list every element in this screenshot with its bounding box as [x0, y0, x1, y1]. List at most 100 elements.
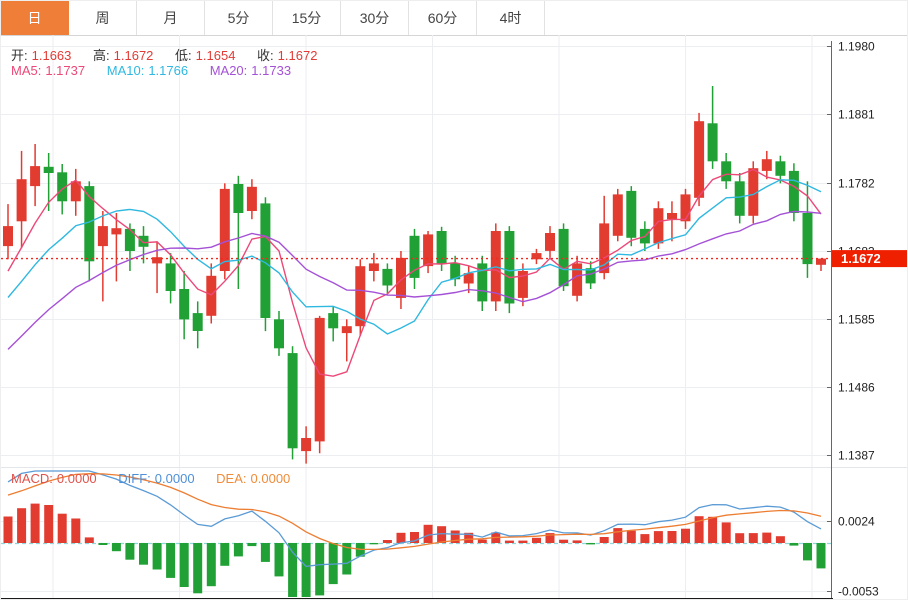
- dea-value: 0.0000: [250, 471, 291, 486]
- candle-body: [721, 161, 732, 182]
- macd-label: MACD:: [11, 471, 53, 486]
- candle-body: [517, 271, 528, 298]
- high-label: 高:: [93, 48, 110, 63]
- candle-body: [396, 257, 406, 298]
- price-axis-label: 1.1782: [838, 177, 875, 191]
- candle-body: [138, 235, 149, 247]
- macd-value: 0.0000: [56, 471, 97, 486]
- candle-body: [3, 226, 13, 247]
- price-axis-label: 1.1387: [838, 449, 875, 463]
- candle-body: [97, 226, 108, 247]
- dea-label: DEA:: [216, 471, 247, 486]
- ma5-line: [7, 168, 822, 377]
- candle-body: [694, 121, 705, 198]
- candle-body: [233, 184, 244, 213]
- macd-histogram-bar: [545, 533, 555, 543]
- macd-histogram-bar: [233, 543, 243, 557]
- macd-histogram-bar: [626, 530, 636, 543]
- candle-body: [206, 275, 217, 316]
- candle-body: [802, 213, 813, 265]
- tab-daily[interactable]: 日: [1, 1, 69, 35]
- macd-histogram-bar: [17, 508, 27, 543]
- tab-30min[interactable]: 30分: [341, 1, 409, 35]
- candle-body: [111, 228, 122, 235]
- candle-body: [761, 159, 772, 171]
- price-axis-label: 1.1881: [838, 108, 875, 122]
- macd-histogram-bar: [98, 543, 108, 545]
- candle-body: [477, 263, 488, 302]
- candle-body: [287, 353, 298, 449]
- macd-histogram-bar: [681, 528, 690, 543]
- candle-body: [43, 166, 54, 173]
- macd-histogram-bar: [586, 543, 596, 545]
- candle-body: [355, 266, 366, 327]
- macd-histogram-bar: [84, 537, 94, 543]
- candle-body: [775, 161, 786, 176]
- candle-body: [707, 123, 718, 162]
- macd-histogram-bar: [369, 543, 379, 545]
- macd-axis-label: -0.0053: [838, 585, 879, 599]
- kline-chart[interactable]: 1.19801.18811.17821.16831.15851.14861.13…: [1, 35, 908, 600]
- candle-body: [585, 268, 596, 284]
- price-axis-label: 1.1980: [838, 40, 875, 54]
- macd-histogram-bar: [179, 543, 189, 587]
- low-value: 1.1654: [195, 48, 236, 63]
- macd-histogram-bar: [3, 516, 13, 543]
- candle-body: [192, 313, 203, 331]
- macd-histogram-bar: [504, 540, 514, 543]
- tab-monthly[interactable]: 月: [137, 1, 205, 35]
- macd-histogram-bar: [775, 536, 785, 543]
- macd-histogram-bar: [599, 537, 609, 543]
- candle-body: [152, 257, 163, 264]
- tab-15min[interactable]: 15分: [273, 1, 341, 35]
- macd-histogram-bar: [613, 528, 623, 543]
- macd-histogram-bar: [206, 543, 216, 587]
- macd-histogram-bar: [721, 522, 731, 543]
- ma20-value: 1.1733: [251, 63, 292, 78]
- macd-histogram-bar: [708, 516, 718, 543]
- macd-histogram-bar: [139, 543, 148, 565]
- macd-histogram-bar: [125, 543, 135, 560]
- candle-body: [450, 263, 461, 280]
- candle-body: [558, 228, 569, 287]
- candle-body: [531, 253, 542, 260]
- macd-histogram-bar: [274, 543, 284, 577]
- open-value: 1.1663: [31, 48, 72, 63]
- ma5-label: MA5:: [11, 63, 42, 78]
- low-label: 低:: [175, 48, 192, 63]
- macd-histogram-bar: [437, 526, 447, 543]
- candle-body: [788, 170, 799, 213]
- candle-body: [436, 231, 447, 265]
- candle-body: [816, 258, 826, 265]
- macd-histogram-bar: [193, 543, 203, 594]
- candle-body: [165, 263, 176, 291]
- ma10-label: MA10:: [106, 63, 145, 78]
- macd-axis-label: 0.0024: [838, 515, 875, 529]
- macd-histogram-bar: [382, 540, 392, 543]
- ohlc-legend: 开: 1.1663 高: 1.1672 低: 1.1654 收: 1.1672: [11, 45, 335, 64]
- tab-60min[interactable]: 60分: [409, 1, 477, 35]
- macd-histogram-bar: [816, 543, 826, 569]
- candle-body: [409, 235, 420, 278]
- candle-body: [314, 317, 325, 442]
- macd-histogram-bar: [44, 505, 54, 543]
- candle-body: [572, 263, 583, 296]
- macd-legend: MACD: 0.0000 DIFF: 0.0000 DEA: 0.0000: [11, 471, 308, 486]
- ma5-value: 1.1737: [45, 63, 86, 78]
- tab-4hour[interactable]: 4时: [477, 1, 545, 35]
- candle-body: [504, 231, 515, 304]
- macd-histogram-bar: [518, 540, 528, 543]
- tab-weekly[interactable]: 周: [69, 1, 137, 35]
- tab-5min[interactable]: 5分: [205, 1, 273, 35]
- candle-body: [368, 263, 379, 271]
- macd-histogram-bar: [450, 530, 460, 543]
- candle-body: [748, 168, 759, 216]
- diff-line: [7, 470, 822, 568]
- candle-body: [612, 194, 623, 236]
- macd-histogram-bar: [464, 532, 474, 543]
- candle-body: [124, 228, 135, 251]
- candle-body: [70, 181, 81, 202]
- price-axis-label: 1.1585: [838, 313, 875, 327]
- ma10-line: [7, 179, 822, 335]
